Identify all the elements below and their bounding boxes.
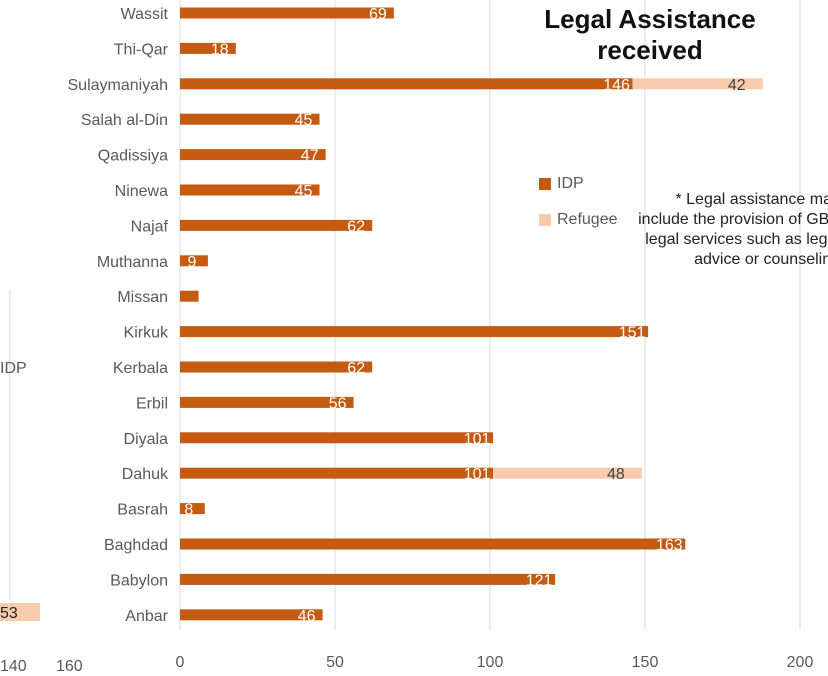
bar-idp <box>180 432 494 444</box>
left-fragment-bar <box>0 603 40 621</box>
category-label: Baghdad <box>104 537 168 554</box>
bar-idp <box>180 396 354 408</box>
left-fragment-tick-a: 140 <box>0 658 27 675</box>
category-label: Diyala <box>124 431 169 448</box>
bar-idp <box>180 467 494 479</box>
category-label: Najaf <box>131 218 169 235</box>
data-label-idp: 62 <box>347 218 365 235</box>
data-label-idp: 45 <box>295 112 313 129</box>
bar-refugee <box>493 467 642 479</box>
x-tick-label: 200 <box>787 654 814 671</box>
bar-idp <box>180 255 208 267</box>
bar-idp <box>180 149 326 161</box>
category-label: Basrah <box>117 502 168 519</box>
chart-title: Legal Assistance received <box>544 4 756 65</box>
left-panel-fragment <box>0 290 40 621</box>
bar-idp <box>180 361 373 373</box>
category-label: Ninewa <box>115 183 168 200</box>
x-tick-label: 150 <box>632 654 659 671</box>
data-label-idp: 18 <box>211 41 229 58</box>
data-label-idp: 47 <box>301 148 319 165</box>
bar-idp <box>180 503 205 515</box>
category-label: Anbar <box>125 608 168 625</box>
data-label-idp: 62 <box>347 360 365 377</box>
bar-idp <box>180 219 373 231</box>
data-label-idp: 101 <box>464 431 491 448</box>
data-label-idp: 163 <box>656 537 683 554</box>
data-label-idp: 8 <box>184 502 193 519</box>
data-label-idp: 69 <box>369 6 387 23</box>
category-label: Thi-Qar <box>114 41 169 58</box>
category-label: Dahuk <box>122 466 169 483</box>
bar-idp <box>180 78 633 90</box>
legend-item-idp: IDP <box>539 175 584 193</box>
category-label: Sulaymaniyah <box>68 77 169 94</box>
bar-idp <box>180 326 649 338</box>
bar-idp <box>180 573 556 585</box>
legend-swatch-idp <box>539 178 551 190</box>
gridlines <box>179 0 801 630</box>
category-label: Qadissiya <box>98 148 168 165</box>
bar-idp <box>180 113 320 125</box>
bar-idp <box>180 609 323 621</box>
bar-idp <box>180 290 199 302</box>
data-label-idp: 9 <box>187 254 196 271</box>
x-tick-label: 0 <box>176 654 185 671</box>
legend-label-idp: IDP <box>557 175 584 192</box>
bar-refugee <box>632 78 763 90</box>
data-label-idp: 101 <box>464 466 491 483</box>
data-label-idp: 121 <box>526 572 553 589</box>
data-label-idp: 45 <box>295 183 313 200</box>
bar-idp <box>180 184 320 196</box>
category-labels: Wassit Thi-Qar Sulaymaniyah Salah al-Din Qad… <box>68 6 170 625</box>
category-label: Missan <box>117 289 168 306</box>
category-label: Erbil <box>136 395 168 412</box>
data-label-idp: 146 <box>603 77 630 94</box>
category-label: Muthanna <box>97 254 168 271</box>
category-label: Kirkuk <box>124 325 169 342</box>
x-tick-label: 100 <box>477 654 504 671</box>
bar-idp <box>180 7 394 19</box>
x-tick-label: 50 <box>326 654 344 671</box>
data-label-idp: 151 <box>619 325 646 342</box>
data-label-refugee: 42 <box>728 77 746 94</box>
category-label: Wassit <box>121 6 169 23</box>
category-label: Salah al-Din <box>81 112 168 129</box>
legend-item-refugee: Refugee <box>539 211 618 229</box>
data-label-idp: 46 <box>298 608 316 625</box>
legend-swatch-refugee <box>539 214 551 226</box>
chart-footnote: * Legal assistance may include the provi… <box>638 191 828 268</box>
data-labels: 69 18 146 42 45 47 45 62 9 151 62 56 101 101 48 8 163 121… <box>184 6 745 625</box>
legend-label-refugee: Refugee <box>557 211 618 228</box>
category-label: Babylon <box>110 572 168 589</box>
left-fragment-value: 53 <box>0 605 18 622</box>
left-fragment-label: IDP <box>0 360 27 377</box>
bar-idp <box>180 42 236 54</box>
data-label-refugee: 48 <box>607 466 625 483</box>
data-label-idp: 56 <box>329 395 347 412</box>
bar-idp <box>180 538 686 550</box>
bars-group <box>180 7 763 621</box>
x-tick-labels: 0 50 100 150 200 <box>176 654 814 671</box>
category-label: Kerbala <box>113 360 168 377</box>
left-fragment-tick-b: 160 <box>56 658 83 675</box>
